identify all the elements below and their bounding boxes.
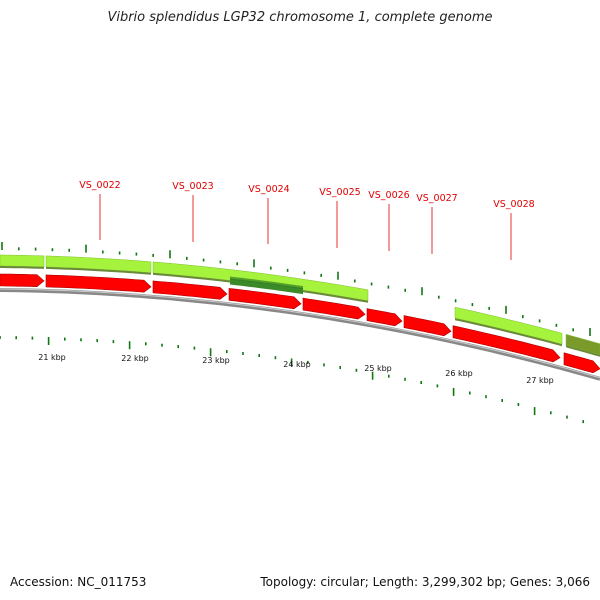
scale-label: 26 kbp [445,369,473,378]
scale-label: 23 kbp [202,356,230,365]
gene-label: VS_0026 [368,190,409,201]
gene-block-1-shadow [0,266,44,269]
gene-block-4-shadow [455,318,562,347]
cds-arrow-3 [152,280,228,300]
cds-arrow-8 [452,325,561,363]
gene-label: VS_0028 [493,199,534,210]
gene-labels: VS_0022 VS_0023 VS_0024 VS_0025 VS_0026 VS_00… [79,180,535,260]
gene-label: VS_0022 [79,180,120,191]
scale-label: 24 kbp [283,360,311,369]
gene-block-1 [0,254,45,268]
cds-arrow-2 [45,274,152,293]
scale-label: 25 kbp [364,364,392,373]
scale-label: 21 kbp [38,353,66,362]
gene-label: VS_0027 [416,193,457,204]
gene-block-5-shadow [566,345,600,357]
scale-label: 22 kbp [121,354,149,363]
gene-block-2-shadow [46,266,151,275]
gene-block-highlight-top [230,276,303,290]
cds-arrow-9 [563,352,600,374]
scale-label: 27 kbp [526,376,554,385]
gene-label: VS_0024 [248,184,289,195]
scale-labels: 21 kbp 22 kbp 23 kbp 24 kbp 25 kbp 26 kbp 27 k… [38,353,554,385]
gene-label: VS_0023 [172,181,213,192]
genome-backbone [0,288,600,381]
cds-arrow-5 [302,297,366,320]
gene-block-5 [565,333,600,356]
outer-tick-marks [1,242,591,336]
cds-arrow-1 [0,273,45,288]
map-title: Vibrio splendidus LGP32 chromosome 1, co… [107,10,493,25]
backbone-highlight [0,288,600,379]
accession-text: Accession: NC_011753 [10,575,147,589]
cds-track [0,273,600,374]
cds-arrow-4 [228,288,302,310]
gene-label: VS_0025 [319,187,360,198]
gene-block-highlight [230,278,303,295]
genome-stats-text: Topology: circular; Length: 3,299,302 bp… [260,575,590,589]
backbone-arc [0,288,600,381]
cds-arrow-7 [403,315,452,337]
gene-block-3-shadow [153,272,368,303]
gene-track [0,254,600,357]
cds-arrow-6 [366,308,403,327]
inner-tick-marks [0,336,585,424]
